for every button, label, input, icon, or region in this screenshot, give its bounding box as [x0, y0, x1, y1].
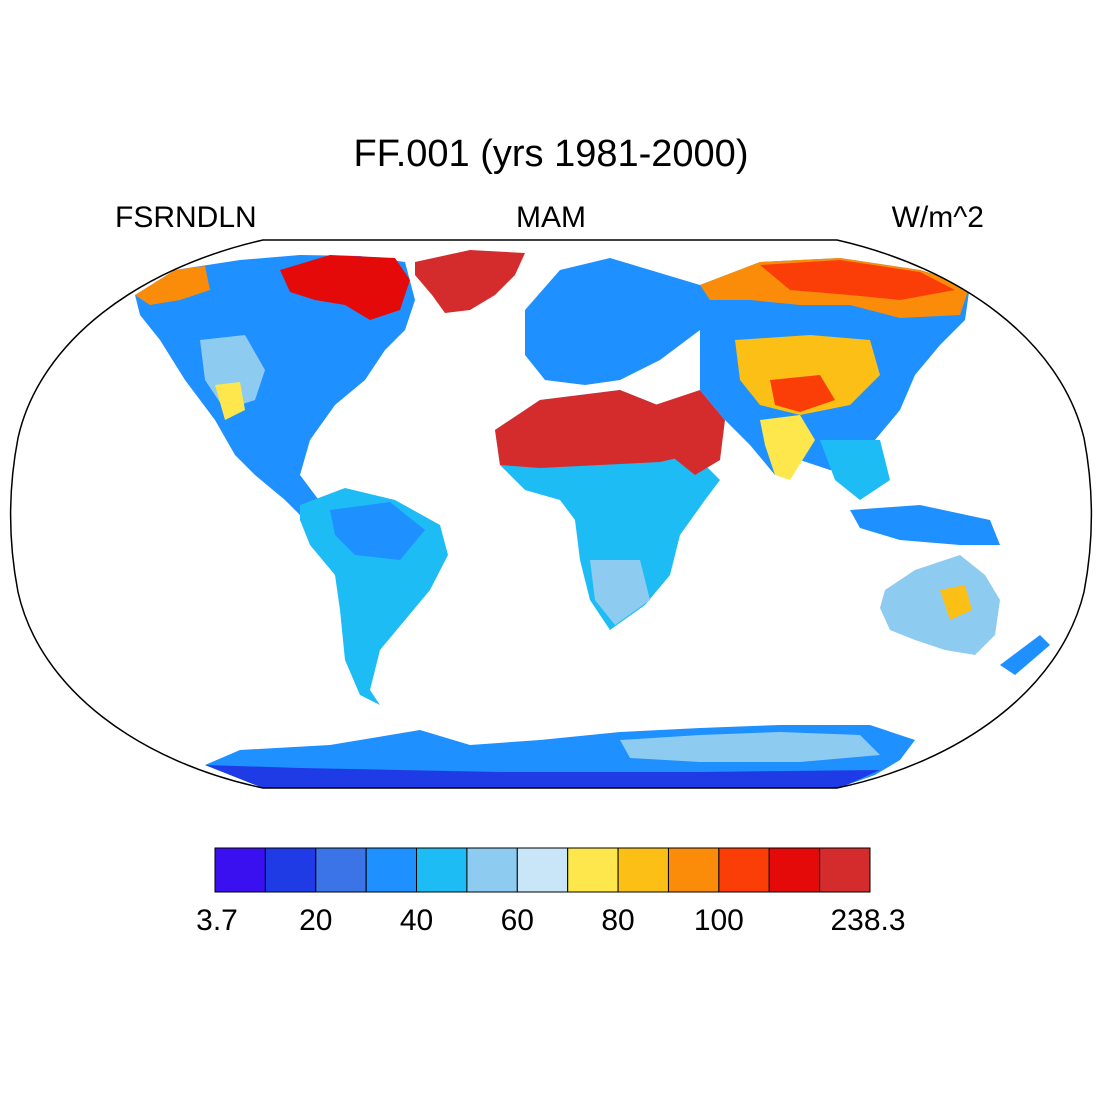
- region-us-southwest: [215, 382, 245, 420]
- colorbar-tick-label: 3.7: [196, 904, 238, 937]
- season-label: MAM: [516, 201, 586, 234]
- colorbar-box: [819, 847, 871, 893]
- colorbar-box: [264, 847, 317, 893]
- region-greenland: [415, 250, 525, 313]
- colorbar-tick-label: 238.3: [830, 904, 906, 937]
- region-sahara: [495, 390, 690, 468]
- data-field-layer: [135, 250, 1050, 788]
- region-antarctica-coast: [205, 765, 880, 788]
- region-central-asia: [735, 335, 880, 415]
- region-arabia: [655, 390, 725, 475]
- colorbar-tick-label: 60: [500, 904, 534, 937]
- colorbar-box: [466, 847, 518, 893]
- map-boundary: [9, 239, 1093, 789]
- region-amazon: [330, 502, 425, 560]
- region-north-america: [135, 255, 415, 520]
- region-canadian-arctic: [280, 255, 410, 320]
- colorbar-box: [516, 847, 569, 893]
- region-new-zealand: [1000, 635, 1050, 675]
- colorbar-box: [567, 847, 619, 893]
- region-southeast-asia: [820, 440, 890, 500]
- plot-title: FF.001 (yrs 1981-2000): [353, 133, 749, 175]
- colorbar-tick-label: 20: [299, 904, 333, 937]
- units-label: W/m^2: [891, 201, 984, 234]
- colorbar-box: [718, 847, 770, 893]
- colorbar-box: [617, 847, 669, 893]
- region-alaska: [135, 266, 210, 305]
- region-europe: [525, 258, 700, 385]
- region-siberia-north: [760, 260, 955, 300]
- region-australia: [880, 555, 1000, 655]
- colorbar-tick-label: 80: [601, 904, 635, 937]
- region-indonesia: [850, 505, 1000, 545]
- region-tibet: [770, 375, 835, 412]
- colorbar-tick-label: 40: [399, 904, 434, 937]
- region-southern-africa: [590, 560, 650, 625]
- colorbar-box: [416, 847, 468, 893]
- colorbar-tick-label: 100: [693, 904, 744, 937]
- region-india: [760, 415, 815, 480]
- colorbar-box: [667, 847, 720, 893]
- colorbar-box: [768, 847, 821, 893]
- colorbar-box: [365, 847, 418, 893]
- region-us-west: [200, 335, 265, 410]
- variable-label: FSRNDLN: [115, 201, 257, 234]
- colorbar: [214, 847, 871, 893]
- colorbar-box: [214, 847, 266, 893]
- colorbar-box: [315, 847, 367, 893]
- region-antarctica-interior: [620, 732, 880, 762]
- region-australia-center: [940, 585, 972, 620]
